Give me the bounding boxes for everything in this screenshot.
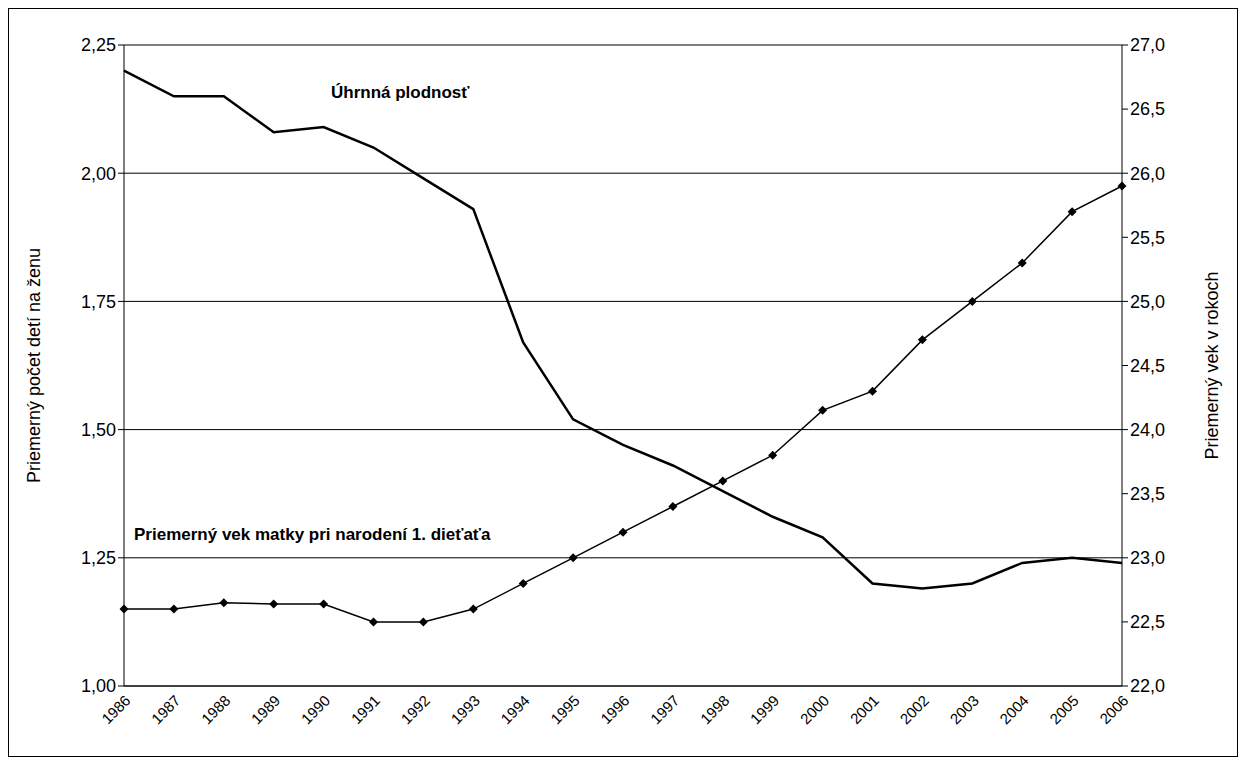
svg-text:1,75: 1,75 <box>81 292 116 312</box>
svg-text:1997: 1997 <box>647 692 683 728</box>
svg-text:22,5: 22,5 <box>1130 612 1165 632</box>
svg-text:26,5: 26,5 <box>1130 99 1165 119</box>
svg-text:1999: 1999 <box>747 692 783 728</box>
svg-text:25,5: 25,5 <box>1130 228 1165 248</box>
svg-text:1988: 1988 <box>198 692 234 728</box>
svg-text:1,50: 1,50 <box>81 420 116 440</box>
svg-text:1994: 1994 <box>497 692 533 728</box>
svg-text:2,25: 2,25 <box>81 35 116 55</box>
svg-text:2000: 2000 <box>797 692 833 728</box>
svg-text:2001: 2001 <box>847 692 883 728</box>
svg-text:1995: 1995 <box>547 692 583 728</box>
svg-text:Priemerný vek v rokoch: Priemerný vek v rokoch <box>1202 271 1222 459</box>
svg-text:1989: 1989 <box>248 692 284 728</box>
svg-text:22,0: 22,0 <box>1130 676 1165 696</box>
svg-text:2,00: 2,00 <box>81 164 116 184</box>
svg-text:25,0: 25,0 <box>1130 292 1165 312</box>
svg-text:1998: 1998 <box>697 692 733 728</box>
svg-text:23,5: 23,5 <box>1130 484 1165 504</box>
svg-text:1,00: 1,00 <box>81 676 116 696</box>
svg-text:Priemerný počet detí na ženu: Priemerný počet detí na ženu <box>24 248 44 483</box>
svg-text:1986: 1986 <box>98 692 134 728</box>
svg-text:2005: 2005 <box>1046 692 1082 728</box>
svg-text:1,25: 1,25 <box>81 548 116 568</box>
svg-text:1996: 1996 <box>597 692 633 728</box>
svg-text:2003: 2003 <box>946 692 982 728</box>
svg-text:1993: 1993 <box>447 692 483 728</box>
svg-text:1992: 1992 <box>397 692 433 728</box>
svg-text:24,0: 24,0 <box>1130 420 1165 440</box>
svg-text:24,5: 24,5 <box>1130 356 1165 376</box>
html-text:Úhrnná plodnosť: Úhrnná plodnosť <box>331 83 470 102</box>
svg-text:26,0: 26,0 <box>1130 164 1165 184</box>
svg-text:23,0: 23,0 <box>1130 548 1165 568</box>
svg-text:2006: 2006 <box>1096 692 1132 728</box>
svg-text:1987: 1987 <box>148 692 184 728</box>
html-text:Priemerný vek matky pri narode: Priemerný vek matky pri narodení 1. dieť… <box>134 525 491 544</box>
svg-text:1990: 1990 <box>298 692 334 728</box>
svg-text:27,0: 27,0 <box>1130 35 1165 55</box>
svg-text:2002: 2002 <box>896 692 932 728</box>
svg-text:1991: 1991 <box>348 692 384 728</box>
svg-text:2004: 2004 <box>996 692 1032 728</box>
